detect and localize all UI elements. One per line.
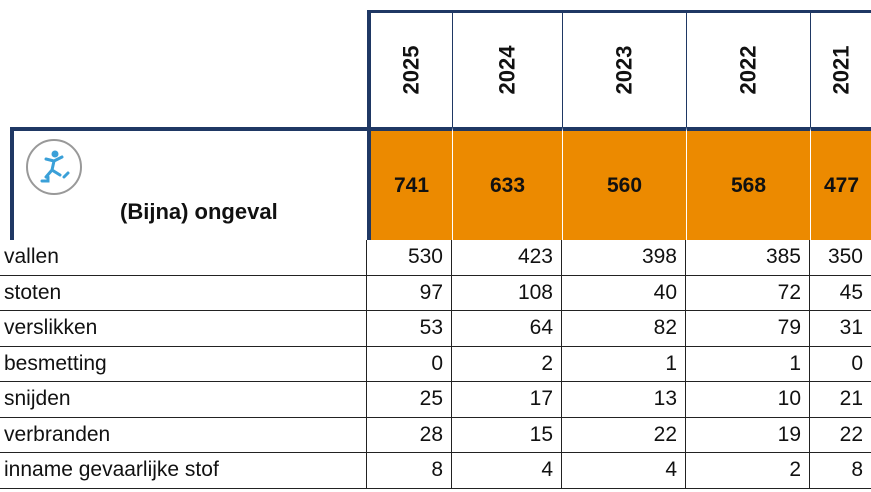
- summary-value: 568: [686, 127, 810, 240]
- row-value: 45: [810, 276, 871, 311]
- row-value: 1: [686, 346, 810, 382]
- summary-label-cell: [10, 127, 367, 240]
- row-value: 423: [452, 240, 562, 276]
- year-header: 2021: [810, 10, 871, 127]
- accident-icon: [26, 139, 82, 195]
- row-value: 21: [810, 382, 871, 418]
- row-label: vallen: [0, 240, 367, 276]
- row-value: 385: [686, 240, 810, 276]
- row-value: 350: [810, 240, 871, 276]
- row-value: 8: [810, 453, 871, 489]
- row-value: 1: [562, 346, 686, 382]
- row-label: verbranden: [0, 417, 367, 453]
- row-label: stoten: [0, 275, 367, 311]
- row-value: 40: [562, 275, 686, 311]
- row-value: 82: [562, 311, 686, 347]
- row-label: snijden: [0, 382, 367, 418]
- row-value: 8: [367, 453, 452, 489]
- summary-label: (Bijna) ongeval: [120, 199, 278, 224]
- row-value: 0: [367, 346, 452, 382]
- row-value: 19: [686, 417, 810, 453]
- summary-value: 741: [367, 127, 452, 240]
- row-value: 79: [686, 311, 810, 347]
- row-value: 2: [686, 453, 810, 489]
- row-value: 17: [452, 382, 562, 418]
- row-value: 97: [367, 275, 452, 311]
- row-label: besmetting: [0, 346, 367, 382]
- row-value: 108: [452, 275, 562, 311]
- row-value: 64: [452, 311, 562, 347]
- row-value: 22: [562, 417, 686, 453]
- year-header: 2025: [367, 10, 452, 127]
- row-value: 0: [810, 347, 871, 382]
- row-value: 4: [562, 453, 686, 489]
- row-label: inname gevaarlijke stof: [0, 453, 367, 489]
- row-value: 28: [367, 417, 452, 453]
- year-header: 2022: [686, 10, 810, 127]
- row-value: 25: [367, 382, 452, 418]
- row-value: 31: [810, 311, 871, 347]
- summary-value: 477: [810, 127, 871, 240]
- row-value: 13: [562, 382, 686, 418]
- row-value: 72: [686, 275, 810, 311]
- row-value: 15: [452, 417, 562, 453]
- summary-value: 633: [452, 127, 562, 240]
- row-value: 22: [810, 418, 871, 453]
- row-value: 53: [367, 311, 452, 347]
- row-value: 2: [452, 346, 562, 382]
- year-header: 2024: [452, 10, 562, 127]
- summary-value: 560: [562, 127, 686, 240]
- row-value: 10: [686, 382, 810, 418]
- row-value: 398: [562, 240, 686, 276]
- year-header: 2023: [562, 10, 686, 127]
- row-value: 530: [367, 240, 452, 276]
- row-label: verslikken: [0, 311, 367, 347]
- row-value: 4: [452, 453, 562, 489]
